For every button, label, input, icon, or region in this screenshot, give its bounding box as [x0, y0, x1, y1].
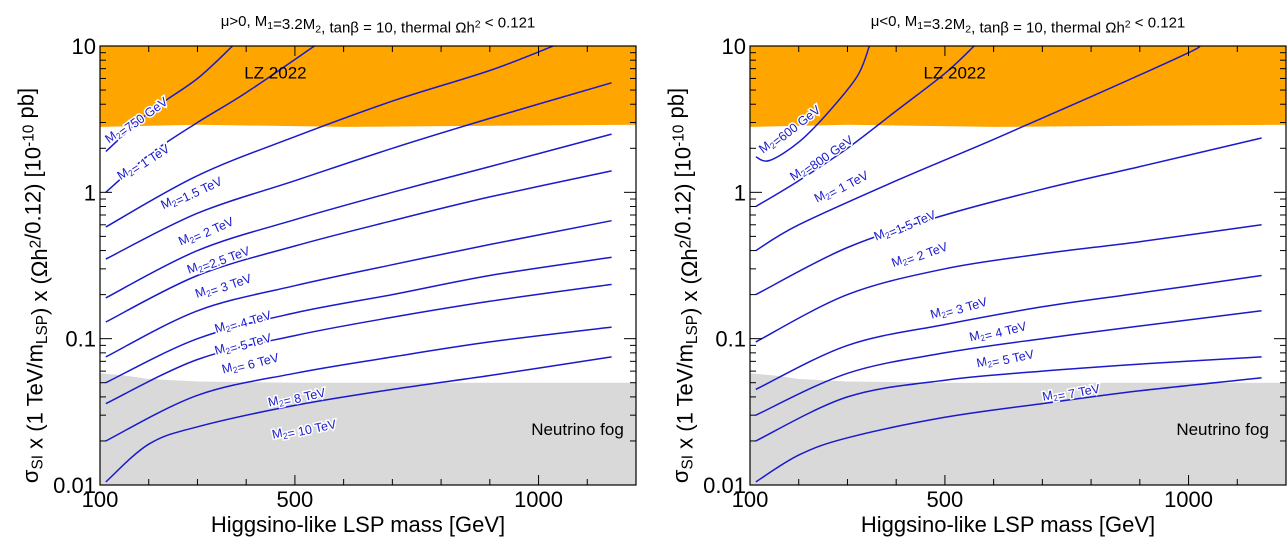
series-line: [105, 46, 554, 228]
chart-title: μ>0, M1=3.2M2, tanβ = 10, thermal Ωh2 < …: [221, 13, 536, 36]
series-line: [755, 377, 1262, 483]
x-tick-label: 100: [732, 487, 769, 512]
neutrino-fog-label: Neutrino fog: [1176, 420, 1269, 439]
neutrino-fog-label: Neutrino fog: [531, 420, 624, 439]
x-tick-label: 500: [927, 487, 964, 512]
y-tick-label: 10: [722, 34, 746, 59]
y-tick-label: 1: [734, 180, 746, 205]
y-axis-label: σSI x (1 TeV/mLSP) x (Ωh2/0.12) [10-10 p…: [13, 88, 52, 483]
lz2022-excluded-region: [100, 46, 636, 127]
series-line: [105, 326, 612, 442]
series-line: [755, 224, 1262, 343]
series-line: [755, 46, 975, 208]
series-line: [105, 283, 612, 405]
series-line: [105, 133, 612, 299]
series-line: [755, 310, 1262, 416]
series-line: [755, 137, 1262, 296]
lz2022-excluded-region: [750, 46, 1286, 127]
x-tick-label: 100: [82, 487, 119, 512]
y-tick-label: 1: [84, 180, 96, 205]
series-line: [105, 256, 612, 384]
series-line: [105, 46, 315, 193]
y-tick-label: 0.1: [65, 327, 96, 352]
series-line: [755, 356, 1262, 442]
series-line: [755, 274, 1262, 391]
series-label: M2= 5 TeV: [975, 344, 1036, 372]
y-axis-label: σSI x (1 TeV/mLSP) x (Ωh2/0.12) [10-10 p…: [663, 88, 702, 483]
y-tick-label: 0.01: [53, 473, 96, 498]
series-label: M2= 1 TeV: [812, 166, 871, 208]
x-axis-label: Higgsino-like LSP mass [GeV]: [861, 512, 1155, 537]
series-label: M2= 8 TeV: [267, 383, 328, 412]
x-tick-label: 1000: [1164, 487, 1213, 512]
series-label: M2= 2 TeV: [890, 237, 951, 273]
series-line: [105, 170, 612, 323]
series-label: M2= 3 TeV: [929, 292, 990, 324]
plot-area: [100, 46, 636, 485]
x-tick-label: 500: [277, 487, 314, 512]
y-tick-label: 0.1: [715, 327, 746, 352]
x-axis-label: Higgsino-like LSP mass [GeV]: [211, 512, 505, 537]
plot-frame: [99, 45, 637, 486]
lz2022-label: LZ 2022: [923, 63, 985, 82]
series-label: M2= 2 TeV: [176, 212, 236, 251]
series-label: M2= 1 TeV: [115, 139, 173, 185]
neutrino-fog-region: [750, 373, 1286, 485]
plot-frame: [749, 45, 1287, 486]
y-tick-label: 10: [72, 34, 96, 59]
series-line: [105, 82, 612, 260]
y-tick-label: 0.01: [703, 473, 746, 498]
lz2022-label: LZ 2022: [244, 63, 306, 82]
plot-area: [750, 46, 1286, 485]
series-line: [755, 46, 1201, 252]
series-line: [105, 356, 612, 483]
series-line: [755, 46, 871, 162]
series-label: M2=1.5 TeV: [872, 205, 939, 246]
series-line: [105, 46, 234, 153]
neutrino-fog-region: [100, 373, 636, 485]
series-line: [105, 219, 612, 358]
chart-title: μ<0, M1=3.2M2, tanβ = 10, thermal Ωh2 < …: [871, 13, 1186, 36]
x-tick-label: 1000: [514, 487, 563, 512]
